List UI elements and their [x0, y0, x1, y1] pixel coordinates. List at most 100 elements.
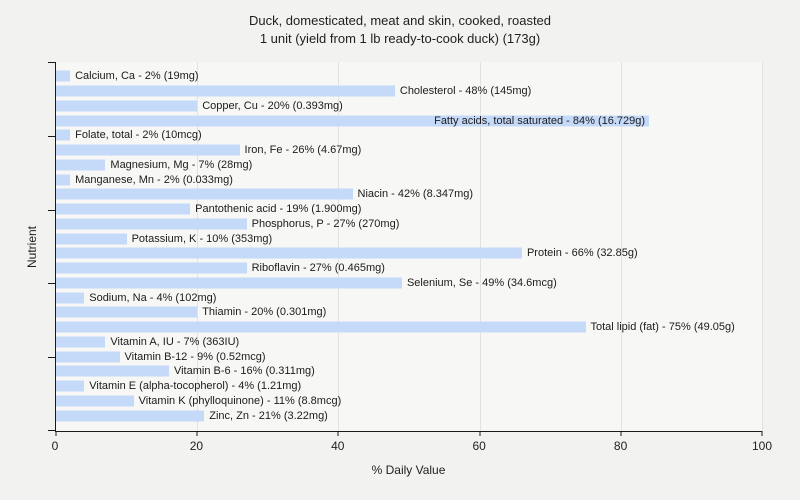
bar — [56, 306, 198, 318]
bar-row: Pantothenic acid - 19% (1.900mg) — [56, 202, 762, 217]
bar-label: Manganese, Mn - 2% (0.033mg) — [75, 173, 233, 186]
bar-row: Potassium, K - 10% (353mg) — [56, 231, 762, 246]
bar-label: Folate, total - 2% (10mcg) — [75, 129, 202, 142]
bar-row: Riboflavin - 27% (0.465mg) — [56, 261, 762, 276]
y-axis-tick — [48, 430, 56, 431]
bar-row: Manganese, Mn - 2% (0.033mg) — [56, 172, 762, 187]
bar — [56, 262, 247, 274]
bar — [56, 321, 586, 333]
gridline — [620, 62, 622, 431]
bar-row: Protein - 66% (32.85g) — [56, 246, 762, 261]
bar-label: Vitamin E (alpha-tocopherol) - 4% (1.21m… — [89, 380, 302, 393]
bar — [56, 188, 353, 200]
bar-label: Copper, Cu - 20% (0.393mg) — [202, 99, 343, 112]
y-axis-tick — [48, 135, 56, 137]
bar-label: Vitamin A, IU - 7% (363IU) — [110, 335, 240, 348]
bar-row: Vitamin K (phylloquinone) - 11% (8.8mcg) — [56, 394, 762, 409]
bar — [56, 351, 120, 363]
x-tick-label: 60 — [472, 439, 486, 453]
bar-row: Selenium, Se - 49% (34.6mcg) — [56, 276, 762, 291]
x-tick-label: 80 — [613, 439, 628, 453]
bar — [56, 336, 106, 348]
bar-label: Sodium, Na - 4% (102mg) — [89, 291, 217, 304]
bar-row: Iron, Fe - 26% (4.67mg) — [56, 143, 762, 158]
bar — [56, 100, 198, 112]
x-tick-label: 0 — [51, 439, 59, 453]
plot-area: Calcium, Ca - 2% (19mg) Cholesterol - 48%… — [48, 62, 763, 436]
x-axis-tick — [761, 431, 763, 436]
bar-label: Calcium, Ca - 2% (19mg) — [75, 70, 199, 83]
bar-label: Thiamin - 20% (0.301mg) — [202, 306, 327, 319]
bar — [56, 395, 134, 407]
bar-row: Vitamin A, IU - 7% (363IU) — [56, 335, 762, 350]
x-tick-label: 100 — [751, 439, 773, 453]
y-axis-tick — [48, 62, 56, 63]
gridline — [762, 62, 763, 431]
bar — [56, 233, 127, 245]
y-axis-tick — [48, 209, 56, 211]
yaxis-title: Nutrient — [25, 225, 39, 269]
bar-label: Riboflavin - 27% (0.465mg) — [251, 262, 385, 275]
bar-row: Fatty acids, total saturated - 84% (16.7… — [56, 113, 762, 128]
bar-label: Cholesterol - 48% (145mg) — [399, 85, 532, 98]
chart-title-line1: Duck, domesticated, meat and skin, cooke… — [248, 13, 552, 28]
bar-row: Cholesterol - 48% (145mg) — [56, 84, 762, 99]
chart-title: Duck, domesticated, meat and skin, cooke… — [0, 12, 800, 47]
bar-row: Vitamin B-12 - 9% (0.52mcg) — [56, 349, 762, 364]
bar-row: Folate, total - 2% (10mcg) — [56, 128, 762, 143]
bar-row: Thiamin - 20% (0.301mg) — [56, 305, 762, 320]
bar-row: Zinc, Zn - 21% (3.22mg) — [56, 408, 762, 423]
bar-row: Total lipid (fat) - 75% (49.05g) — [56, 320, 762, 335]
x-axis-tick — [55, 431, 57, 436]
bar-label: Niacin - 42% (8.347mg) — [357, 188, 474, 201]
y-axis-tick — [48, 283, 56, 285]
gridline — [197, 62, 199, 431]
gridline — [479, 62, 481, 431]
bar — [56, 410, 205, 422]
bar — [56, 292, 85, 304]
bar — [56, 115, 650, 127]
gridline — [338, 62, 340, 431]
bar-label: Pantothenic acid - 19% (1.900mg) — [195, 203, 362, 216]
bar — [56, 247, 522, 259]
bar-label: Magnesium, Mg - 7% (28mg) — [110, 158, 253, 171]
bar-label: Vitamin K (phylloquinone) - 11% (8.8mcg) — [138, 394, 342, 407]
xaxis-title: % Daily Value — [371, 463, 446, 477]
bar-row: Vitamin E (alpha-tocopherol) - 4% (1.21m… — [56, 379, 762, 394]
bar-row: Niacin - 42% (8.347mg) — [56, 187, 762, 202]
bar-row: Calcium, Ca - 2% (19mg) — [56, 69, 762, 84]
x-tick-label: 20 — [189, 439, 204, 453]
bar-label: Iron, Fe - 26% (4.67mg) — [244, 144, 362, 157]
bar-label: Selenium, Se - 49% (34.6mcg) — [406, 276, 557, 289]
bar — [56, 174, 71, 186]
bar-label: Protein - 66% (32.85g) — [526, 247, 638, 260]
x-axis-tick — [479, 431, 481, 436]
bar — [56, 144, 240, 156]
bar — [56, 129, 71, 141]
y-axis-tick — [48, 357, 56, 359]
bar-row: Copper, Cu - 20% (0.393mg) — [56, 99, 762, 114]
bar — [56, 203, 191, 215]
bar-row: Vitamin B-6 - 16% (0.311mg) — [56, 364, 762, 379]
chart-title-line2: 1 unit (yield from 1 lb ready-to-cook du… — [259, 30, 541, 46]
bar-label: Vitamin B-6 - 16% (0.311mg) — [173, 365, 315, 378]
bar — [56, 380, 85, 392]
bar-row: Phosphorus, P - 27% (270mg) — [56, 217, 762, 232]
bars-container: Calcium, Ca - 2% (19mg) Cholesterol - 48%… — [56, 69, 762, 423]
bar-label: Zinc, Zn - 21% (3.22mg) — [209, 409, 328, 422]
bar-label: Total lipid (fat) - 75% (49.05g) — [590, 321, 735, 334]
bar-row: Sodium, Na - 4% (102mg) — [56, 290, 762, 305]
bar — [56, 159, 106, 171]
bar — [56, 85, 395, 97]
x-axis-tick — [337, 431, 339, 436]
x-axis-tick — [620, 431, 622, 436]
x-tick-label: 40 — [331, 439, 345, 453]
bar — [56, 277, 402, 289]
bar-row: Magnesium, Mg - 7% (28mg) — [56, 158, 762, 173]
bar-label: Fatty acids, total saturated - 84% (16.7… — [434, 114, 646, 127]
bar-label: Phosphorus, P - 27% (270mg) — [251, 217, 400, 230]
bar-label: Vitamin B-12 - 9% (0.52mcg) — [124, 350, 266, 363]
bar — [56, 70, 71, 82]
bar — [56, 218, 247, 230]
bar-label: Potassium, K - 10% (353mg) — [131, 232, 273, 245]
